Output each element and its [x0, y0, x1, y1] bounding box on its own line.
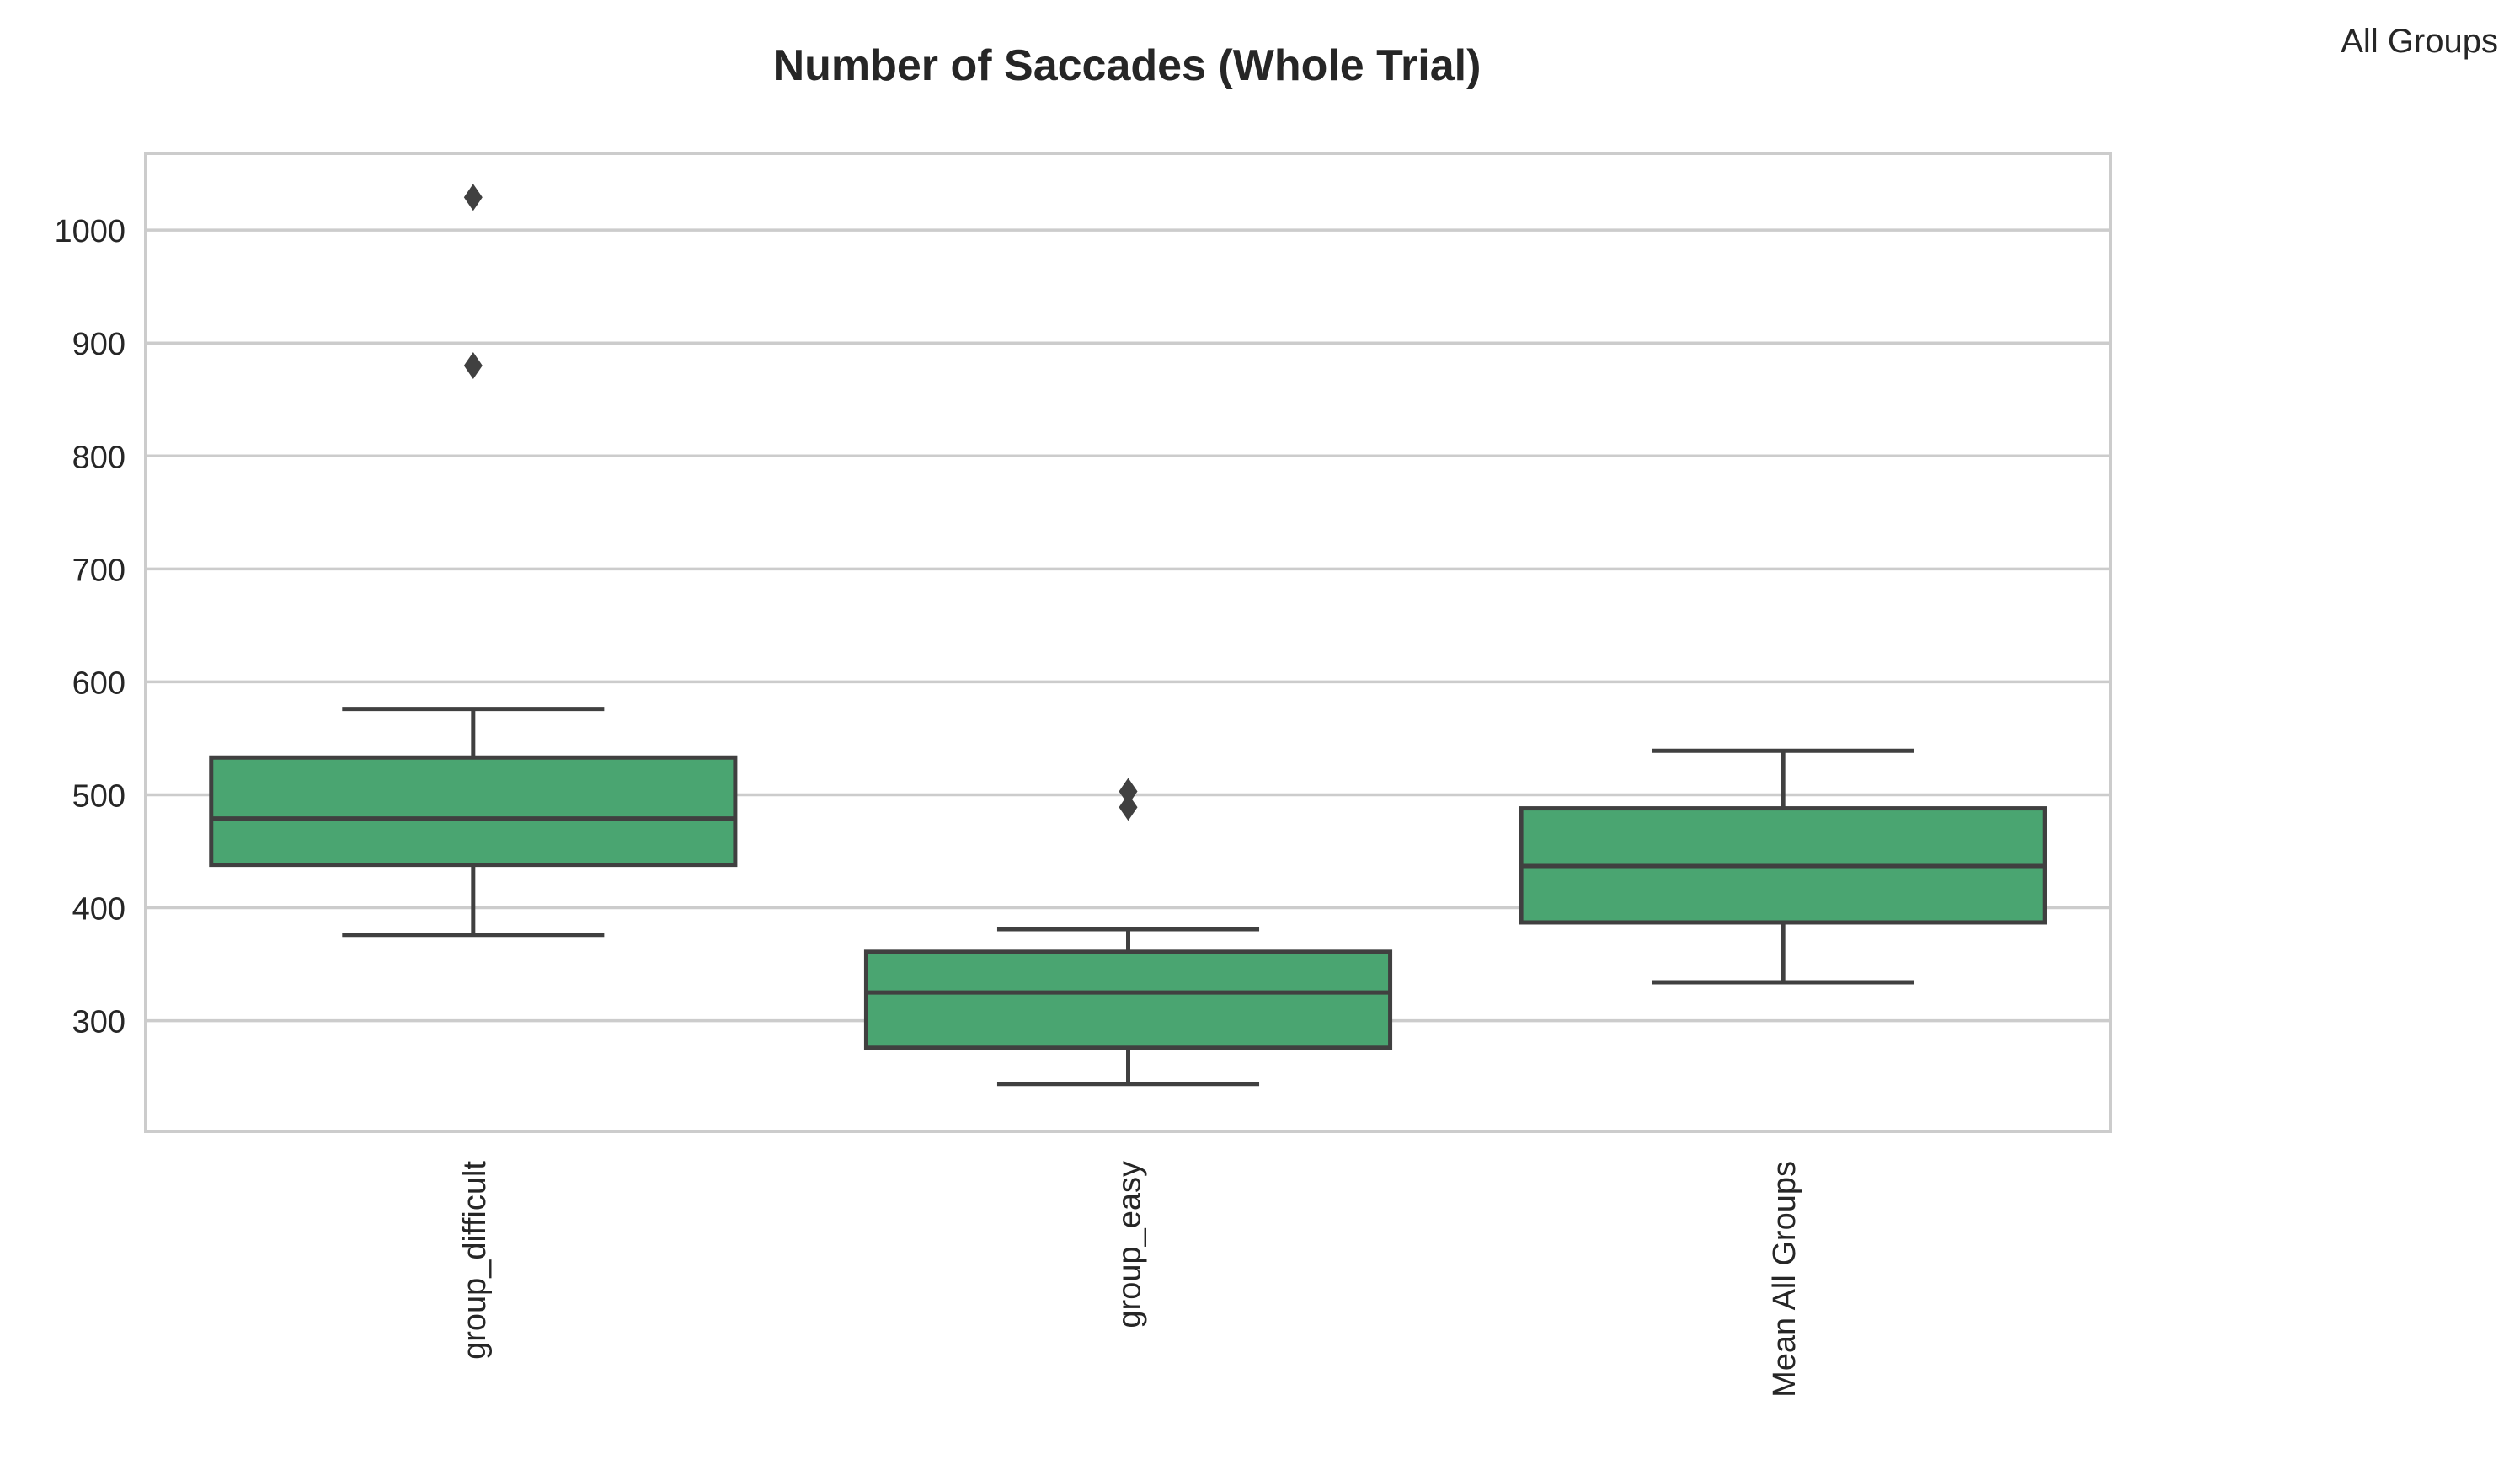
outlier-point: [463, 352, 483, 380]
y-tick-label: 700: [72, 553, 125, 588]
box: [209, 755, 738, 868]
box-group: [209, 184, 738, 938]
x-axis-tick-labels: group_difficult group_easy Mean All Groups: [457, 1161, 1802, 1398]
x-tick-label: group_easy: [1113, 1161, 1148, 1328]
box-group: [863, 778, 1393, 1087]
box-group: [1519, 748, 2048, 985]
y-axis-tick-labels: 300 400 500 600 700 800 900 1000: [54, 214, 125, 1040]
x-tick-label: group_difficult: [457, 1161, 493, 1360]
y-tick-label: 500: [72, 778, 125, 814]
x-tick-label: Mean All Groups: [1767, 1161, 1802, 1398]
y-tick-label: 1000: [54, 214, 125, 249]
chart-title: Number of Saccades (Whole Trial): [773, 41, 1482, 90]
y-tick-label: 400: [72, 892, 125, 927]
y-tick-label: 600: [72, 666, 125, 701]
legend-label: All Groups: [2341, 23, 2498, 60]
outlier-point: [1119, 794, 1138, 821]
y-tick-label: 300: [72, 1005, 125, 1040]
y-tick-label: 900: [72, 327, 125, 362]
outlier-point: [463, 184, 483, 211]
plot-frame: [144, 152, 2112, 1133]
outlier-point: [1119, 778, 1138, 805]
y-tick-label: 800: [72, 440, 125, 475]
boxes: [209, 184, 2048, 1087]
box: [863, 949, 1393, 1050]
